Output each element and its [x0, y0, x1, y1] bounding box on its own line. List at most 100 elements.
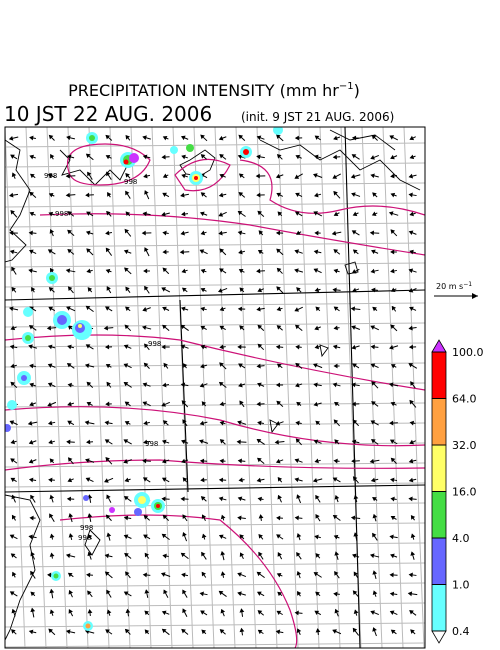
- grid-line: [130, 127, 152, 648]
- wind-arrow-head: [104, 439, 110, 444]
- wind-arrow-head: [47, 173, 53, 179]
- wind-arrow-head: [351, 230, 357, 235]
- wind-arrow-head: [68, 533, 74, 538]
- wind-arrow-head: [296, 287, 301, 292]
- wind-arrow-head: [238, 173, 244, 178]
- wind-arrow-head: [257, 420, 262, 426]
- wind-arrow-head: [124, 401, 130, 406]
- wind-arrow-head: [48, 211, 54, 217]
- wind-arrow-head: [65, 553, 71, 559]
- wind-arrow-head: [219, 306, 225, 312]
- wind-arrow-head: [352, 553, 357, 559]
- wind-arrow-head: [352, 287, 357, 293]
- grid-line: [0, 127, 4, 648]
- wind-arrow-head: [87, 551, 93, 557]
- wind-arrow-head: [106, 609, 112, 615]
- wind-arrow-head: [238, 382, 243, 388]
- wind-arrow-head: [315, 591, 320, 597]
- wind-arrow-head: [333, 211, 339, 217]
- wind-arrow-head: [107, 192, 112, 197]
- wind-arrow-head: [161, 287, 167, 292]
- wind-arrow-head: [199, 211, 205, 217]
- wind-arrow-head: [181, 439, 186, 445]
- colorbar-segment: [431, 491, 447, 539]
- wind-arrow-head: [105, 401, 110, 407]
- wind-arrow-head: [390, 287, 396, 292]
- wind-arrow-head: [314, 287, 320, 293]
- wind-arrow-head: [257, 457, 262, 463]
- grid-line: [298, 127, 320, 648]
- wind-arrow-head: [161, 154, 166, 160]
- wind-arrow-head: [389, 591, 395, 597]
- wind-arrow-head: [238, 249, 243, 255]
- wind-arrow-head: [105, 268, 111, 274]
- colorbar-segment: [431, 444, 447, 492]
- wind-arrow-head: [28, 230, 33, 236]
- wind-arrow-head: [220, 571, 226, 576]
- grid-line: [5, 642, 425, 648]
- wind-arrow-head: [142, 572, 147, 578]
- wind-arrow-head: [201, 571, 206, 577]
- wind-arrow-head: [11, 514, 17, 520]
- wind-arrow-head: [257, 249, 263, 255]
- wind-arrow-head: [332, 477, 338, 482]
- wind-arrow-head: [161, 402, 167, 407]
- wind-arrow-head: [408, 344, 414, 350]
- wind-arrow-head: [256, 401, 261, 407]
- isobar-label: 998: [55, 210, 68, 218]
- grid-line: [382, 127, 404, 648]
- wind-arrow-head: [296, 401, 301, 407]
- wind-arrow-head: [409, 610, 414, 615]
- wind-arrow-head: [334, 608, 340, 614]
- wind-arrow-head: [49, 494, 55, 500]
- wind-arrow-head: [124, 477, 130, 483]
- wind-arrow-head: [30, 591, 36, 597]
- wind-arrow-head: [123, 534, 129, 539]
- wind-arrow-head: [87, 171, 92, 177]
- wind-arrow-head: [162, 514, 168, 520]
- wind-arrow-head: [87, 609, 93, 614]
- wind-arrow-head: [239, 608, 245, 613]
- wind-arrow-head: [218, 192, 224, 198]
- wind-arrow-head: [84, 420, 90, 426]
- wind-arrow-head: [296, 230, 301, 235]
- wind-arrow-head: [182, 608, 187, 614]
- wind-arrow-head: [313, 439, 319, 445]
- grid-line: [5, 602, 425, 608]
- isobars: [5, 143, 425, 648]
- wind-arrow-head: [351, 135, 357, 141]
- wind-arrow-head: [372, 627, 377, 632]
- wind-arrow-head: [295, 154, 301, 160]
- wind-arrow-head: [295, 344, 300, 350]
- wind-arrow-head: [220, 514, 226, 520]
- wind-arrow-head: [313, 268, 319, 273]
- wind-arrow-head: [87, 590, 92, 596]
- wind-arrow-head: [29, 515, 34, 521]
- grid-line: [5, 342, 425, 348]
- colorbar-segment: [431, 537, 447, 585]
- wind-arrow-head: [351, 344, 357, 350]
- wind-arrow-head: [85, 458, 90, 463]
- wind-arrow-head: [276, 515, 281, 521]
- wind-arrow-head: [352, 476, 358, 481]
- wind-arrow-head: [408, 458, 414, 464]
- wind-arrow-head: [219, 344, 224, 350]
- wind-arrow-head: [105, 344, 110, 350]
- wind-arrow-head: [11, 286, 16, 292]
- wind-arrow-head: [48, 477, 53, 483]
- wind-arrow-head: [49, 458, 55, 464]
- wind-arrow-head: [258, 230, 264, 235]
- wind-arrow-head: [123, 459, 128, 464]
- wind-arrow-head: [67, 477, 73, 483]
- wind-arrow-head: [181, 572, 186, 578]
- wind-arrow-head: [295, 420, 300, 426]
- wind-arrow-head: [87, 513, 93, 518]
- init-time: (init. 9 JST 21 AUG. 2006): [241, 110, 394, 124]
- wind-arrow-head: [123, 515, 129, 521]
- wind-arrow-head: [201, 629, 207, 635]
- wind-arrow-head: [124, 267, 129, 272]
- wind-arrow-head: [201, 551, 206, 557]
- wind-arrow-head: [388, 211, 394, 216]
- wind-arrow-head: [352, 590, 358, 595]
- wind-arrow-head: [372, 532, 377, 538]
